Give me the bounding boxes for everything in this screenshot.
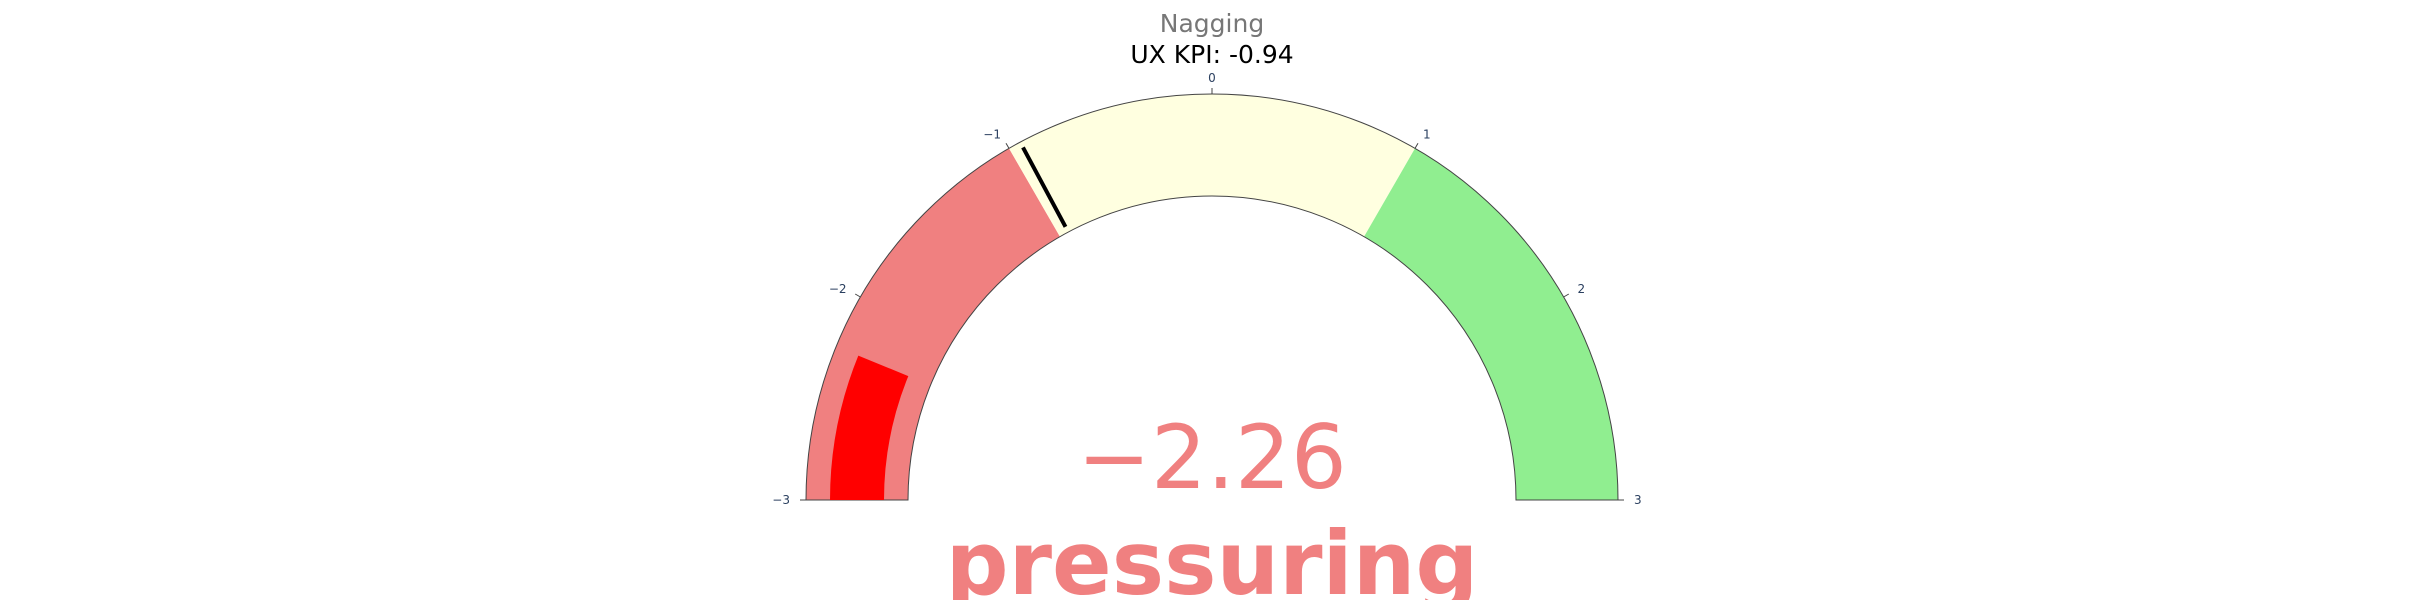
gauge-threshold-group bbox=[1021, 146, 1068, 228]
gauge-tick-label: 3 bbox=[1634, 493, 1642, 507]
gauge-value-bar bbox=[830, 355, 909, 500]
gauge-tick-4 bbox=[1414, 142, 1419, 149]
gauge-value-bar-group bbox=[830, 355, 909, 500]
gauge-ticks: −3 −2 −1 0 1 2 3 bbox=[772, 71, 1641, 507]
gauge-tick-label: 0 bbox=[1208, 71, 1216, 85]
gauge-tick-5 bbox=[1563, 293, 1570, 298]
chart-category-title: Nagging bbox=[1160, 9, 1264, 38]
gauge-tick-label: −1 bbox=[983, 128, 1001, 142]
gauge-tick-label: −2 bbox=[829, 282, 847, 296]
gauge-tick-label: 1 bbox=[1423, 128, 1431, 142]
gauge-step-1 bbox=[1009, 93, 1415, 237]
chart-kpi-title: UX KPI: -0.94 bbox=[1130, 40, 1293, 69]
verdict-label: pressuring bbox=[946, 512, 1479, 600]
gauge-threshold-line bbox=[1021, 146, 1068, 228]
gauge-tick-label: −3 bbox=[772, 493, 790, 507]
gauge-step-2 bbox=[1364, 148, 1618, 501]
gauge-tick-1 bbox=[854, 293, 861, 298]
gauge-tick-label: 2 bbox=[1577, 282, 1585, 296]
gauge-value-label: −2.26 bbox=[1077, 406, 1347, 509]
gauge-outline bbox=[805, 93, 1619, 501]
gauge-tick-2 bbox=[1005, 142, 1010, 149]
